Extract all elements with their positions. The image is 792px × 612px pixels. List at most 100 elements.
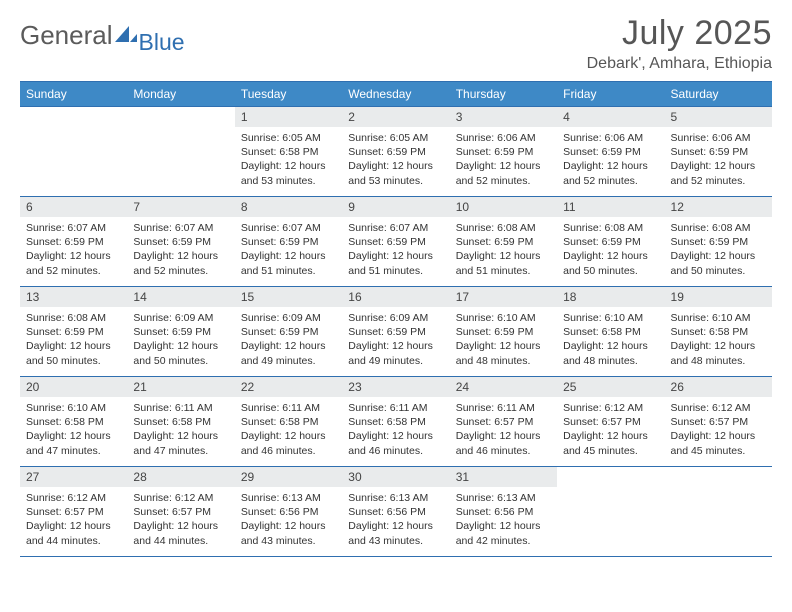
day-number: 27 [20,467,127,487]
day-details: Sunrise: 6:05 AMSunset: 6:58 PMDaylight:… [235,127,342,194]
weekday-sat: Saturday [665,82,772,107]
sunrise-line: Sunrise: 6:10 AM [456,311,551,325]
sunset-line: Sunset: 6:59 PM [456,325,551,339]
sunrise-line: Sunrise: 6:11 AM [133,401,228,415]
logo-sail-icon [115,24,137,49]
sunset-line: Sunset: 6:59 PM [671,145,766,159]
calendar-day-cell: 12Sunrise: 6:08 AMSunset: 6:59 PMDayligh… [665,197,772,287]
sunset-line: Sunset: 6:58 PM [133,415,228,429]
sunrise-line: Sunrise: 6:08 AM [26,311,121,325]
day-number: 22 [235,377,342,397]
day-number: 12 [665,197,772,217]
title-block: July 2025 Debark', Amhara, Ethiopia [587,14,772,73]
calendar-day-cell: 23Sunrise: 6:11 AMSunset: 6:58 PMDayligh… [342,377,449,467]
sunset-line: Sunset: 6:59 PM [26,235,121,249]
day-number: 9 [342,197,449,217]
sunrise-line: Sunrise: 6:13 AM [241,491,336,505]
sunset-line: Sunset: 6:59 PM [563,145,658,159]
daylight-line: Daylight: 12 hours and 48 minutes. [671,339,766,367]
sunrise-line: Sunrise: 6:06 AM [671,131,766,145]
calendar-day-cell: 6Sunrise: 6:07 AMSunset: 6:59 PMDaylight… [20,197,127,287]
day-number: 7 [127,197,234,217]
calendar-day-cell: 18Sunrise: 6:10 AMSunset: 6:58 PMDayligh… [557,287,664,377]
day-number: 2 [342,107,449,127]
day-details: Sunrise: 6:08 AMSunset: 6:59 PMDaylight:… [20,307,127,374]
day-details: Sunrise: 6:06 AMSunset: 6:59 PMDaylight:… [557,127,664,194]
calendar-day-cell: 27Sunrise: 6:12 AMSunset: 6:57 PMDayligh… [20,467,127,557]
daylight-line: Daylight: 12 hours and 45 minutes. [671,429,766,457]
calendar-day-cell: 21Sunrise: 6:11 AMSunset: 6:58 PMDayligh… [127,377,234,467]
logo-text-general: General [20,20,113,51]
day-details: Sunrise: 6:10 AMSunset: 6:58 PMDaylight:… [557,307,664,374]
sunrise-line: Sunrise: 6:12 AM [26,491,121,505]
daylight-line: Daylight: 12 hours and 52 minutes. [26,249,121,277]
day-number: 3 [450,107,557,127]
sunset-line: Sunset: 6:56 PM [456,505,551,519]
day-number: 26 [665,377,772,397]
day-number: 21 [127,377,234,397]
sunrise-line: Sunrise: 6:12 AM [671,401,766,415]
calendar-week-row: 20Sunrise: 6:10 AMSunset: 6:58 PMDayligh… [20,377,772,467]
calendar-day-cell: 19Sunrise: 6:10 AMSunset: 6:58 PMDayligh… [665,287,772,377]
calendar-week-row: 6Sunrise: 6:07 AMSunset: 6:59 PMDaylight… [20,197,772,287]
sunrise-line: Sunrise: 6:08 AM [456,221,551,235]
day-details: Sunrise: 6:12 AMSunset: 6:57 PMDaylight:… [20,487,127,554]
calendar-day-cell: 13Sunrise: 6:08 AMSunset: 6:59 PMDayligh… [20,287,127,377]
day-number: 20 [20,377,127,397]
day-details: Sunrise: 6:12 AMSunset: 6:57 PMDaylight:… [665,397,772,464]
sunrise-line: Sunrise: 6:07 AM [133,221,228,235]
day-number: 10 [450,197,557,217]
day-details: Sunrise: 6:07 AMSunset: 6:59 PMDaylight:… [20,217,127,284]
calendar-week-row: 27Sunrise: 6:12 AMSunset: 6:57 PMDayligh… [20,467,772,557]
day-number: 16 [342,287,449,307]
calendar-day-cell: 11Sunrise: 6:08 AMSunset: 6:59 PMDayligh… [557,197,664,287]
day-number: 23 [342,377,449,397]
calendar-page: General Blue July 2025 Debark', Amhara, … [0,0,792,557]
day-details: Sunrise: 6:09 AMSunset: 6:59 PMDaylight:… [235,307,342,374]
calendar-day-cell: 24Sunrise: 6:11 AMSunset: 6:57 PMDayligh… [450,377,557,467]
sunset-line: Sunset: 6:57 PM [456,415,551,429]
day-details: Sunrise: 6:07 AMSunset: 6:59 PMDaylight:… [127,217,234,284]
weekday-thu: Thursday [450,82,557,107]
weekday-tue: Tuesday [235,82,342,107]
day-number: 15 [235,287,342,307]
sunset-line: Sunset: 6:57 PM [671,415,766,429]
daylight-line: Daylight: 12 hours and 51 minutes. [456,249,551,277]
day-details: Sunrise: 6:11 AMSunset: 6:58 PMDaylight:… [342,397,449,464]
calendar-day-cell: 17Sunrise: 6:10 AMSunset: 6:59 PMDayligh… [450,287,557,377]
daylight-line: Daylight: 12 hours and 53 minutes. [241,159,336,187]
sunrise-line: Sunrise: 6:05 AM [241,131,336,145]
sunset-line: Sunset: 6:59 PM [133,235,228,249]
sunrise-line: Sunrise: 6:09 AM [133,311,228,325]
daylight-line: Daylight: 12 hours and 50 minutes. [671,249,766,277]
day-details: Sunrise: 6:10 AMSunset: 6:58 PMDaylight:… [20,397,127,464]
sunrise-line: Sunrise: 6:09 AM [348,311,443,325]
day-details: Sunrise: 6:11 AMSunset: 6:58 PMDaylight:… [235,397,342,464]
day-details: Sunrise: 6:08 AMSunset: 6:59 PMDaylight:… [557,217,664,284]
calendar-day-cell: 30Sunrise: 6:13 AMSunset: 6:56 PMDayligh… [342,467,449,557]
calendar-day-cell: 1Sunrise: 6:05 AMSunset: 6:58 PMDaylight… [235,107,342,197]
sunrise-line: Sunrise: 6:07 AM [241,221,336,235]
day-number: 17 [450,287,557,307]
calendar-day-cell: 7Sunrise: 6:07 AMSunset: 6:59 PMDaylight… [127,197,234,287]
daylight-line: Daylight: 12 hours and 49 minutes. [241,339,336,367]
day-details: Sunrise: 6:12 AMSunset: 6:57 PMDaylight:… [127,487,234,554]
day-number: 4 [557,107,664,127]
daylight-line: Daylight: 12 hours and 52 minutes. [563,159,658,187]
sunrise-line: Sunrise: 6:07 AM [26,221,121,235]
daylight-line: Daylight: 12 hours and 47 minutes. [26,429,121,457]
sunset-line: Sunset: 6:59 PM [456,235,551,249]
calendar-day-cell: 10 Sunrise: 6:08 AMSunset: 6:59 PMDayligh… [450,197,557,287]
sunset-line: Sunset: 6:58 PM [671,325,766,339]
calendar-day-cell: 26Sunrise: 6:12 AMSunset: 6:57 PMDayligh… [665,377,772,467]
sunrise-line: Sunrise: 6:10 AM [563,311,658,325]
daylight-line: Daylight: 12 hours and 52 minutes. [456,159,551,187]
day-number: 1 [235,107,342,127]
calendar-table: Sunday Monday Tuesday Wednesday Thursday… [20,81,772,557]
day-details: Sunrise: 6:11 AMSunset: 6:57 PMDaylight:… [450,397,557,464]
day-details: Sunrise: 6:12 AMSunset: 6:57 PMDaylight:… [557,397,664,464]
sunset-line: Sunset: 6:59 PM [671,235,766,249]
daylight-line: Daylight: 12 hours and 50 minutes. [563,249,658,277]
day-details: Sunrise: 6:07 AMSunset: 6:59 PMDaylight:… [235,217,342,284]
logo: General Blue [20,14,185,51]
